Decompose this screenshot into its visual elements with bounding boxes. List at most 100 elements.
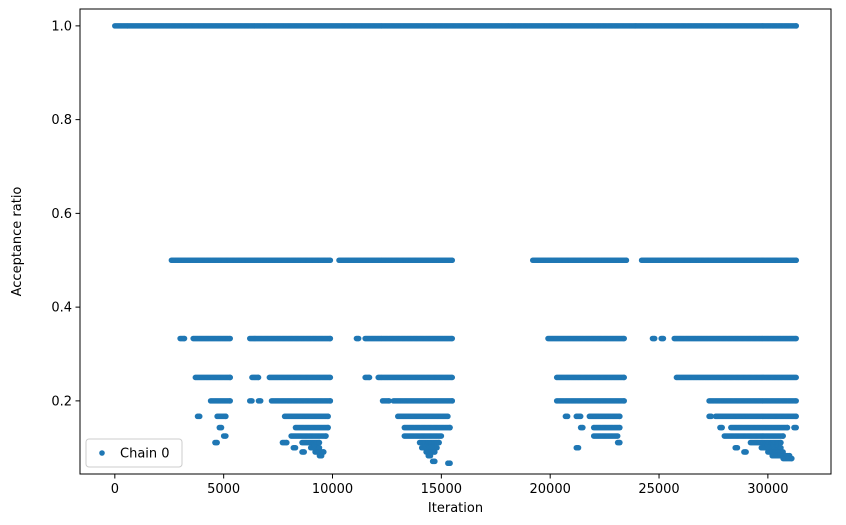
point-group (747, 439, 784, 446)
point-group (307, 444, 323, 451)
data-point (438, 433, 445, 439)
data-point (327, 374, 334, 381)
point-group (649, 335, 658, 342)
data-point (793, 374, 799, 381)
data-point (793, 335, 799, 342)
axes: 0 5000 10000 15000 20000 25000 30000 0.2 0.4 0.6 0… (51, 8, 832, 497)
data-point (449, 335, 456, 342)
data-point (708, 413, 715, 420)
point-group (177, 335, 188, 342)
point-group (379, 398, 392, 404)
data-point (249, 398, 255, 404)
data-point (436, 439, 442, 446)
point-group (207, 398, 233, 404)
data-point (227, 398, 233, 404)
data-point (784, 424, 791, 431)
point-group (375, 374, 456, 381)
x-tick-label: 25000 (638, 482, 679, 497)
point-group (573, 444, 582, 451)
point-group (214, 413, 229, 420)
data-point (617, 413, 623, 420)
y-tick-label: 0.2 (51, 394, 72, 409)
data-points (112, 23, 799, 467)
data-point (318, 452, 325, 459)
data-point (621, 398, 627, 404)
x-tick-label: 10000 (312, 482, 353, 497)
data-point (564, 413, 571, 420)
x-tick-label: 20000 (530, 482, 571, 497)
point-group (246, 398, 255, 404)
data-point (778, 444, 784, 451)
point-group (255, 398, 264, 404)
y-tick-label: 0.8 (51, 113, 72, 128)
point-group (553, 374, 627, 381)
point-group (316, 452, 325, 459)
point-group (545, 335, 627, 342)
data-point (580, 424, 586, 431)
data-point (793, 398, 799, 404)
point-group (780, 455, 795, 462)
point-group (425, 452, 434, 459)
data-point (623, 257, 630, 264)
data-point (223, 413, 229, 420)
point-group (416, 439, 442, 446)
data-point (227, 374, 233, 381)
point-group (732, 444, 741, 451)
point-group (362, 335, 456, 342)
point-group (190, 335, 233, 342)
data-point (325, 424, 331, 431)
legend-marker (99, 450, 105, 456)
data-point (789, 455, 795, 462)
data-point (660, 335, 667, 342)
x-tick-label: 30000 (747, 482, 788, 497)
y-axis-label: Acceptance ratio (10, 187, 25, 297)
data-point (327, 257, 334, 264)
data-point (316, 439, 323, 446)
data-point (719, 424, 725, 431)
data-point (218, 424, 225, 431)
point-group (395, 413, 451, 420)
point-group (336, 257, 456, 264)
point-group (741, 449, 749, 455)
point-group (299, 449, 308, 455)
data-point (196, 413, 203, 420)
point-group (290, 444, 299, 451)
point-group (671, 335, 799, 342)
x-tick-label: 15000 (421, 482, 462, 497)
data-point (366, 374, 373, 381)
point-group (401, 424, 453, 431)
data-point (327, 335, 334, 342)
data-point (257, 398, 264, 404)
plot-frame (79, 8, 832, 475)
data-point (325, 413, 331, 420)
data-point (445, 413, 451, 420)
point-group (614, 439, 623, 446)
data-point (449, 398, 456, 404)
x-tick-label: 0 (111, 482, 119, 497)
data-point (427, 452, 434, 459)
data-point (255, 374, 262, 381)
point-group (401, 433, 445, 439)
data-point (447, 424, 453, 431)
point-group (418, 444, 440, 451)
point-group (249, 374, 262, 381)
data-point (432, 458, 438, 465)
data-point (301, 449, 308, 455)
point-group (706, 413, 715, 420)
data-point (181, 335, 188, 342)
data-point (434, 444, 440, 451)
point-group (212, 439, 220, 446)
data-point (780, 433, 786, 439)
point-group (112, 23, 799, 29)
point-group (529, 257, 630, 264)
data-point (316, 444, 323, 451)
point-group (288, 433, 329, 439)
data-point (284, 439, 290, 446)
point-group (266, 374, 334, 381)
point-group (758, 444, 784, 451)
data-point (793, 23, 799, 29)
data-point (223, 433, 229, 439)
data-point (214, 439, 220, 446)
point-group (638, 257, 799, 264)
